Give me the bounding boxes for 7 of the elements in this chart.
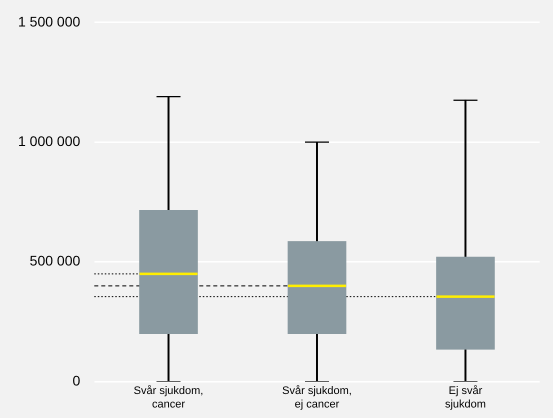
y-tick-label: 1 500 000 bbox=[18, 13, 80, 30]
y-tick-label: 500 000 bbox=[30, 252, 80, 269]
x-tick-label: Svår sjukdom, ej cancer bbox=[282, 385, 352, 410]
y-tick-label: 1 000 000 bbox=[18, 132, 80, 149]
x-tick-label: Svår sjukdom, cancer bbox=[134, 385, 204, 410]
y-tick-label: 0 bbox=[72, 372, 80, 388]
x-tick-label: Ej svår sjukdom bbox=[444, 385, 486, 410]
